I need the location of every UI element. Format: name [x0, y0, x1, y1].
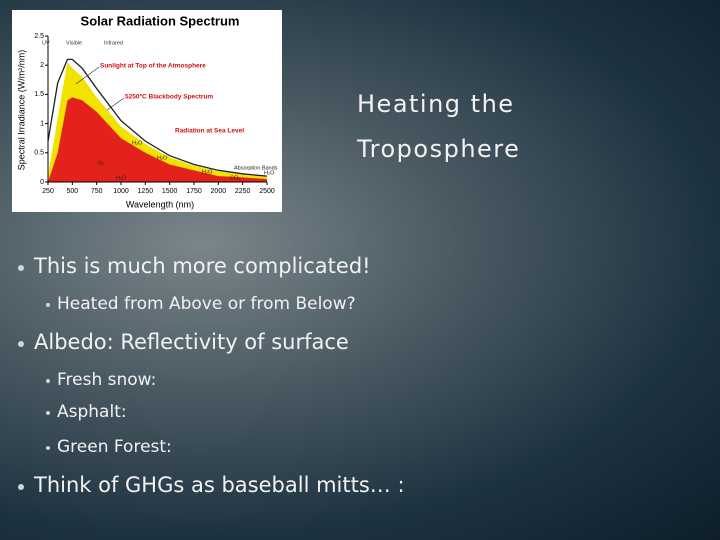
annotation: Absorption Bands	[234, 165, 278, 171]
blackbody-curve	[47, 58, 268, 177]
spectrum-area	[48, 97, 267, 182]
annotation: H₂O	[157, 155, 168, 161]
y-tick-label: 2	[40, 62, 44, 69]
bullet-text: Heated from Above or from Below?	[57, 294, 356, 314]
y-tick-label: 2.5	[34, 33, 44, 40]
y-axis-label: Spectral Irradiance (W/m²/nm)	[16, 50, 26, 171]
annotation: H₂O	[264, 170, 275, 176]
slide-title: Troposphere	[357, 135, 521, 163]
x-tick-label: 250	[42, 188, 54, 195]
x-tick-label: 2500	[259, 188, 275, 195]
annotation: Infrared	[104, 40, 123, 46]
bullet-dot	[46, 379, 50, 383]
series-label: 5250°C Blackbody Spectrum	[125, 93, 213, 101]
annotation: Visible	[66, 40, 82, 46]
callout	[106, 97, 125, 111]
x-tick-label: 500	[66, 188, 78, 195]
annotation: UV	[42, 40, 50, 46]
y-tick-label: 0.5	[34, 150, 44, 157]
y-tick-label: 0	[40, 179, 44, 186]
bullet-text: Asphalt:	[57, 402, 127, 422]
y-tick-label: 1	[40, 120, 44, 127]
x-tick-label: 2000	[211, 188, 227, 195]
slide-title: Heating the	[357, 90, 515, 118]
x-tick-label: 1500	[162, 188, 178, 195]
bullet-text: Green Forest:	[57, 437, 172, 457]
bullet-dot	[46, 446, 50, 450]
x-tick-label: 1000	[113, 188, 129, 195]
bullet-dot	[18, 265, 24, 271]
bullet-text: Albedo: Reflectivity of surface	[34, 330, 349, 354]
x-tick-label: 1750	[186, 188, 202, 195]
y-tick-label: 1.5	[34, 91, 44, 98]
annotation: H₂O	[132, 140, 143, 146]
x-tick-label: 2250	[235, 188, 251, 195]
bullet-text: Fresh snow:	[57, 370, 157, 390]
series-label: Radiation at Sea Level	[175, 128, 244, 135]
bullet-dot	[18, 341, 24, 347]
callout	[75, 66, 100, 85]
bullet-dot	[46, 303, 50, 307]
bullet-dot	[18, 484, 24, 490]
bullet-text: This is much more complicated!	[34, 254, 371, 278]
bullet-dot	[46, 411, 50, 415]
x-axis-label: Wavelength (nm)	[126, 199, 194, 209]
figure-title: Solar Radiation Spectrum	[81, 13, 240, 28]
x-tick-label: 750	[91, 188, 103, 195]
bullet-text: Think of GHGs as baseball mitts… :	[34, 473, 405, 497]
annotation: O₂	[98, 160, 104, 166]
spectrum-figure: Solar Radiation Spectrum 0 0.5 1 1.5 2 2.5 250 5…	[12, 10, 282, 212]
annotation: H₂O	[202, 169, 213, 175]
annotation: H₂O	[116, 175, 127, 181]
series-label: Sunlight at Top of the Atmosphere	[100, 63, 206, 70]
annotation: CO₂	[230, 175, 240, 181]
x-tick-label: 1250	[138, 188, 154, 195]
